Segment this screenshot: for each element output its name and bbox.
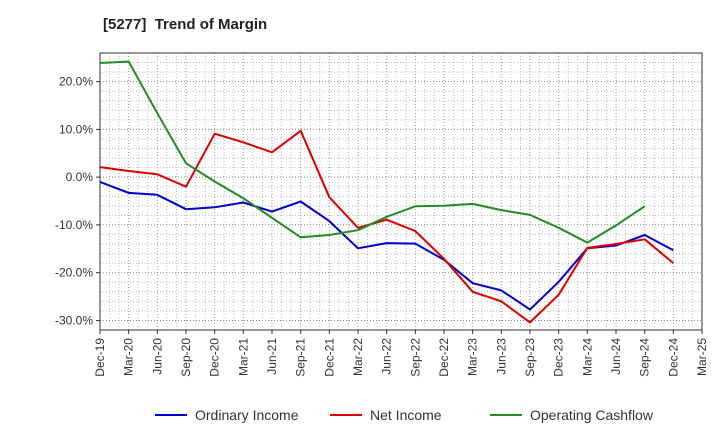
- y-tick-label: -30.0%: [55, 313, 93, 327]
- plot-frame: [99, 52, 703, 331]
- x-tick-label: Dec-20: [208, 338, 222, 377]
- x-tick-label: Dec-22: [437, 338, 451, 377]
- x-tick-label: Sep-22: [408, 338, 422, 377]
- y-tick-label: -10.0%: [55, 218, 93, 232]
- y-tick-label: 10.0%: [59, 122, 93, 136]
- x-tick-label: Mar-24: [580, 338, 594, 376]
- x-tick-label: Jun-21: [265, 338, 279, 375]
- x-tick-label: Sep-21: [294, 338, 308, 377]
- x-tick-label: Mar-20: [122, 338, 136, 376]
- series-line-operating-cashflow: [99, 60, 646, 244]
- x-tick-label: Mar-21: [236, 338, 250, 376]
- x-tick-label: Dec-19: [93, 338, 107, 377]
- y-tick-label: 20.0%: [59, 75, 93, 89]
- x-tick-label: Jun-22: [380, 338, 394, 375]
- x-tick-label: Sep-24: [638, 338, 652, 377]
- x-tick-label: Dec-24: [666, 338, 680, 377]
- chart-title: [5277] Trend of Margin: [103, 16, 268, 33]
- x-tick-label: Mar-23: [466, 338, 480, 376]
- y-tick-label: 0.0%: [66, 170, 94, 184]
- plot-area: [100, 53, 702, 330]
- y-tick-label: -20.0%: [55, 266, 93, 280]
- legend-label: Net Income: [370, 407, 442, 423]
- series-line-ordinary-income: [99, 180, 674, 311]
- x-tick-label: Sep-23: [523, 338, 537, 377]
- x-tick-label: Dec-21: [322, 338, 336, 377]
- x-tick-label: Mar-22: [351, 338, 365, 376]
- x-tick-label: Sep-20: [179, 338, 193, 377]
- x-tick-label: Jun-23: [494, 338, 508, 375]
- x-tick-label: Dec-23: [552, 338, 566, 377]
- x-tick-label: Jun-24: [609, 338, 623, 375]
- legend-label: Operating Cashflow: [530, 407, 654, 423]
- x-tick-label: Mar-25: [695, 338, 709, 376]
- legend-label: Ordinary Income: [195, 407, 299, 423]
- x-tick-label: Jun-20: [150, 338, 164, 375]
